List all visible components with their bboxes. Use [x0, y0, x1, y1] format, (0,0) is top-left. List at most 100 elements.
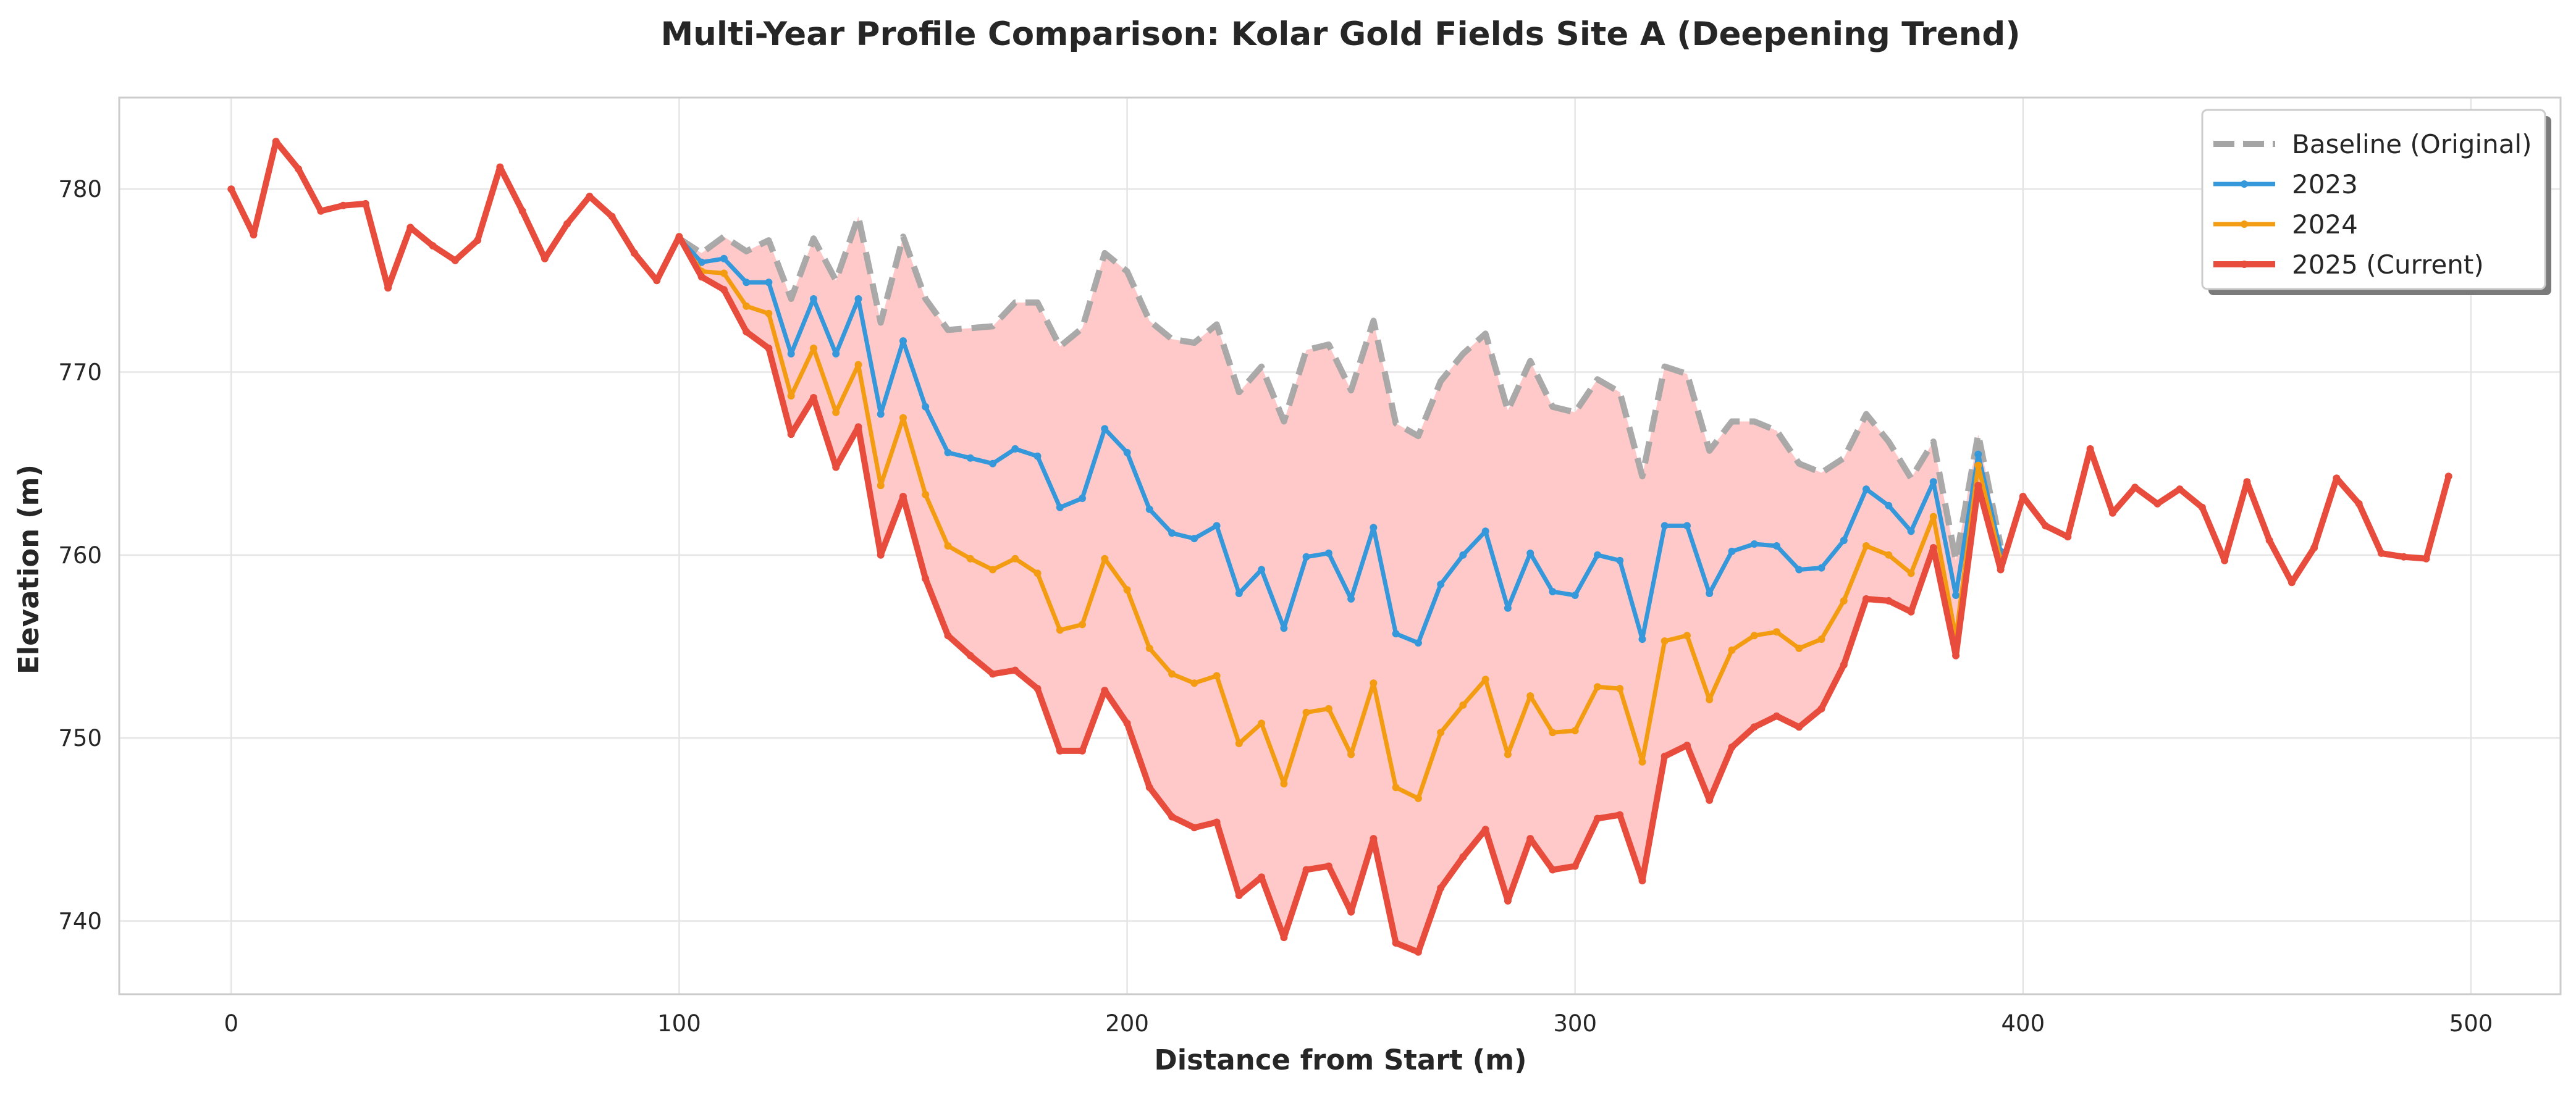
data-point	[854, 423, 862, 431]
y-tick-label: 760	[58, 542, 102, 569]
data-point	[1661, 522, 1669, 530]
data-point	[1907, 569, 1915, 577]
data-point	[697, 258, 705, 266]
data-point	[1885, 501, 1893, 509]
data-point	[250, 231, 258, 239]
data-point	[1481, 826, 1489, 834]
data-point	[1683, 522, 1691, 530]
data-point	[1033, 569, 1042, 577]
data-point	[1974, 482, 1982, 490]
data-point	[1370, 524, 1378, 532]
data-point	[1280, 780, 1288, 788]
data-point	[1728, 743, 1736, 751]
data-point	[1302, 866, 1310, 874]
series-line	[228, 138, 2452, 955]
x-tick-label: 200	[1105, 1010, 1149, 1037]
data-point	[1616, 685, 1624, 693]
data-point	[1235, 590, 1243, 597]
x-tick-label: 100	[657, 1010, 701, 1037]
data-point	[1459, 701, 1467, 709]
data-point	[2310, 544, 2318, 551]
data-point	[989, 566, 996, 574]
data-point	[1952, 651, 1960, 660]
series-line	[676, 236, 2003, 801]
data-point	[1616, 811, 1624, 819]
data-point	[1661, 752, 1669, 760]
data-point	[922, 403, 930, 411]
data-point	[1773, 712, 1780, 720]
data-point	[1974, 461, 1982, 469]
data-point	[1123, 719, 1131, 727]
data-point	[1481, 676, 1489, 684]
data-point	[989, 670, 996, 678]
data-point	[2288, 579, 2296, 587]
data-point	[1280, 934, 1288, 942]
data-point	[1347, 750, 1355, 758]
data-point	[1258, 873, 1266, 881]
data-point	[877, 482, 885, 490]
data-point	[787, 430, 795, 438]
x-axis-label: Distance from Start (m)	[1154, 1044, 1526, 1076]
data-point	[1079, 495, 1086, 502]
legend: Baseline (Original) 2023 2024 2025 (Current…	[2201, 109, 2551, 295]
data-point	[1033, 452, 1042, 460]
data-point	[832, 350, 840, 358]
data-point	[1795, 644, 1803, 652]
y-tick-label: 780	[58, 176, 102, 203]
data-point	[899, 337, 907, 345]
series-3	[227, 138, 2452, 956]
data-point	[966, 651, 974, 660]
data-point	[922, 575, 930, 583]
data-point	[765, 309, 773, 317]
series-0	[677, 213, 2004, 564]
data-point	[1101, 425, 1109, 433]
data-point	[2377, 549, 2385, 557]
data-point	[1011, 555, 1019, 563]
data-point	[1929, 513, 1937, 521]
y-axis-label: Elevation (m)	[12, 464, 45, 674]
data-point	[720, 269, 728, 277]
data-point	[2265, 537, 2273, 545]
data-point	[944, 632, 952, 640]
data-point	[1549, 588, 1557, 596]
data-point	[1840, 661, 1848, 669]
data-point	[1258, 566, 1266, 574]
data-point	[317, 207, 325, 215]
data-point	[1324, 549, 1332, 557]
data-point	[966, 454, 974, 462]
data-point	[2422, 555, 2430, 563]
data-point	[1033, 685, 1042, 693]
data-point	[2198, 503, 2206, 511]
data-point	[1549, 729, 1557, 737]
data-point	[1526, 549, 1534, 557]
data-point	[1728, 547, 1736, 555]
data-point	[518, 207, 526, 215]
data-point	[1145, 505, 1153, 513]
data-point	[1459, 853, 1467, 861]
data-point	[2243, 478, 2251, 486]
data-point	[2042, 522, 2050, 530]
data-point	[384, 284, 392, 292]
data-point	[1661, 637, 1669, 645]
data-point	[989, 459, 996, 467]
data-point	[1863, 485, 1870, 493]
data-point	[854, 295, 862, 303]
data-point	[1952, 592, 1960, 599]
data-point	[1638, 635, 1646, 643]
data-point	[2131, 484, 2139, 492]
data-point	[944, 542, 952, 550]
data-point	[1280, 624, 1288, 632]
data-point	[1907, 608, 1915, 616]
series-line	[677, 213, 2004, 564]
data-point	[1594, 815, 1601, 823]
data-point	[1638, 758, 1646, 766]
data-point	[1504, 897, 1512, 905]
data-point	[697, 273, 705, 281]
data-point	[832, 463, 840, 471]
data-point	[787, 350, 795, 358]
data-point	[1929, 478, 1937, 486]
data-point	[1145, 784, 1153, 792]
data-point	[1414, 794, 1422, 802]
data-point	[1414, 948, 1422, 956]
data-point	[1168, 529, 1176, 537]
